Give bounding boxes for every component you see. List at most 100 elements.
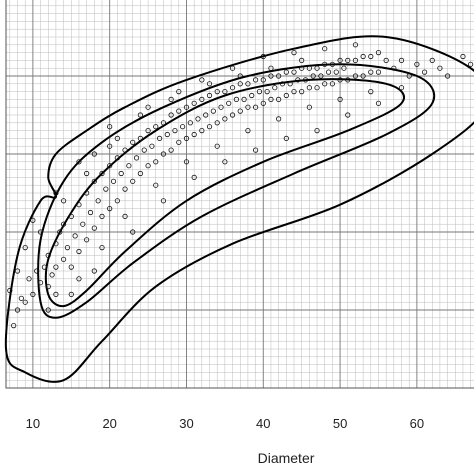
- data-point: [229, 112, 236, 118]
- x-tick-label: 20: [102, 416, 116, 431]
- data-point: [229, 65, 236, 71]
- data-point: [256, 89, 263, 95]
- data-point: [199, 128, 205, 134]
- data-point: [114, 198, 120, 204]
- data-point: [268, 96, 274, 103]
- data-point: [145, 104, 151, 110]
- data-point: [260, 53, 266, 60]
- data-point: [149, 143, 155, 149]
- data-point: [375, 69, 382, 75]
- data-point: [53, 190, 59, 196]
- data-point: [45, 307, 51, 313]
- data-point: [45, 283, 51, 290]
- data-point: [260, 77, 266, 83]
- data-point: [183, 135, 190, 141]
- data-point: [76, 202, 82, 208]
- data-point: [237, 108, 243, 114]
- data-point: [368, 69, 374, 75]
- data-point: [34, 268, 40, 274]
- data-point: [322, 46, 328, 52]
- data-point: [199, 77, 205, 83]
- data-point: [368, 89, 374, 95]
- data-point: [283, 135, 289, 141]
- data-point: [233, 96, 239, 103]
- data-point: [437, 65, 443, 71]
- data-point: [99, 245, 105, 251]
- data-point: [245, 104, 251, 110]
- data-point: [126, 163, 132, 169]
- data-point: [122, 147, 128, 153]
- data-point: [57, 229, 63, 235]
- data-point: [352, 57, 359, 64]
- data-point: [214, 143, 220, 149]
- data-point: [122, 186, 128, 192]
- data-point: [172, 128, 178, 134]
- contour-line-1: [4, 35, 474, 383]
- data-point: [153, 159, 159, 165]
- data-point: [383, 57, 389, 64]
- data-point: [45, 252, 51, 258]
- data-point: [310, 73, 316, 79]
- data-point: [318, 73, 324, 79]
- data-point: [53, 264, 59, 270]
- data-point: [249, 92, 255, 99]
- data-point: [337, 77, 343, 83]
- contour-line-3: [44, 78, 405, 308]
- data-point: [210, 108, 216, 114]
- data-point: [222, 159, 228, 165]
- data-point: [99, 213, 105, 219]
- data-point: [291, 89, 297, 95]
- data-point: [306, 85, 312, 91]
- data-point: [141, 147, 147, 153]
- x-axis-ticks: 10 20 30 40 50 60: [26, 416, 424, 431]
- data-point: [80, 221, 86, 227]
- data-point: [191, 174, 197, 180]
- data-point: [460, 53, 466, 60]
- data-point: [130, 178, 136, 184]
- data-point: [68, 291, 74, 297]
- data-point: [160, 198, 167, 204]
- data-point: [287, 81, 293, 87]
- data-point: [218, 104, 224, 110]
- data-point: [360, 73, 366, 79]
- data-point: [130, 229, 136, 235]
- major-grid: [6, 0, 474, 389]
- data-point: [226, 100, 232, 106]
- data-point: [325, 69, 332, 75]
- data-point: [375, 49, 382, 56]
- data-point: [314, 65, 320, 71]
- data-points: [7, 42, 474, 329]
- data-point: [122, 213, 128, 219]
- data-point: [283, 92, 289, 99]
- data-point: [133, 155, 140, 161]
- data-point: [253, 104, 259, 110]
- data-point: [68, 213, 74, 219]
- data-point: [337, 96, 343, 103]
- data-point: [37, 280, 44, 286]
- data-point: [329, 81, 335, 87]
- data-point: [14, 307, 21, 313]
- data-point: [206, 92, 213, 99]
- data-point: [429, 57, 435, 64]
- data-point: [30, 291, 36, 297]
- data-point: [398, 85, 405, 91]
- density-contours: [4, 35, 474, 383]
- data-point: [118, 170, 124, 177]
- data-point: [306, 104, 312, 110]
- data-point: [176, 139, 182, 145]
- data-point: [91, 268, 97, 274]
- data-point: [329, 61, 335, 67]
- data-point: [314, 85, 320, 91]
- data-point: [268, 65, 274, 71]
- data-point: [391, 65, 397, 71]
- data-point: [276, 96, 282, 103]
- data-point: [107, 124, 113, 130]
- data-point: [295, 77, 301, 83]
- data-point: [187, 120, 193, 126]
- data-point: [91, 178, 97, 184]
- data-point: [322, 81, 328, 87]
- data-point: [180, 124, 186, 130]
- data-point: [110, 178, 117, 184]
- x-tick-label: 30: [179, 416, 193, 431]
- data-point: [95, 198, 101, 204]
